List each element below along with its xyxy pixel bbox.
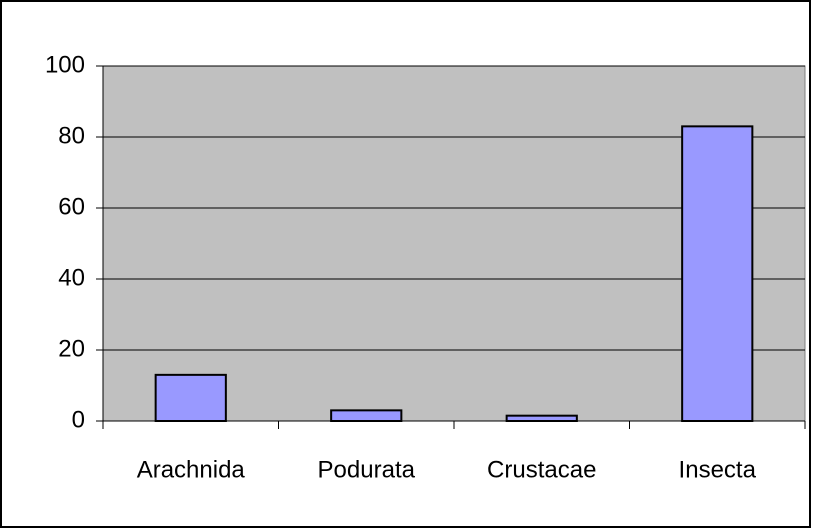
x-tick-label: Crustacae xyxy=(487,456,596,483)
x-tick-label: Podurata xyxy=(318,456,416,483)
x-tick-label: Arachnida xyxy=(137,456,246,483)
y-tick-label: 100 xyxy=(45,51,85,78)
y-tick-label: 80 xyxy=(58,122,85,149)
bar xyxy=(154,373,227,423)
y-tick-label: 60 xyxy=(58,193,85,220)
bar xyxy=(505,414,578,422)
y-tick-label: 0 xyxy=(72,406,85,433)
bar xyxy=(330,409,403,423)
y-tick-label: 20 xyxy=(58,335,85,362)
y-tick-label: 40 xyxy=(58,264,85,291)
x-tick-label: Insecta xyxy=(679,456,757,483)
bar xyxy=(681,125,754,422)
